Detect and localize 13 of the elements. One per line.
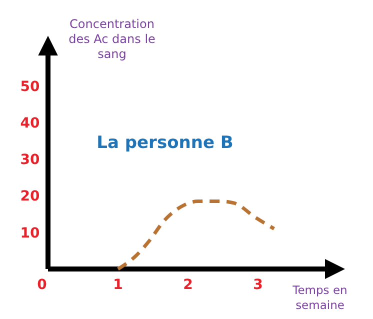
y-tick-label: 30: [20, 152, 40, 168]
y-tick-label: 40: [20, 116, 40, 132]
y-tick-label: 20: [20, 188, 40, 205]
y-axis-title: Concentration des Ac dans le sang: [68, 17, 156, 61]
x-tick-label: 0: [37, 277, 48, 293]
x-axis-title: Temps en semaine: [292, 283, 348, 312]
y-tick-label: 50: [20, 78, 40, 95]
x-tick-label: 2: [183, 277, 193, 293]
line-series: [116, 200, 276, 271]
text: La personne B: [96, 133, 234, 153]
x-tick-label: 1: [113, 277, 123, 293]
y-tick-label: 10: [20, 225, 40, 242]
x-tick-label: 3: [253, 277, 263, 293]
